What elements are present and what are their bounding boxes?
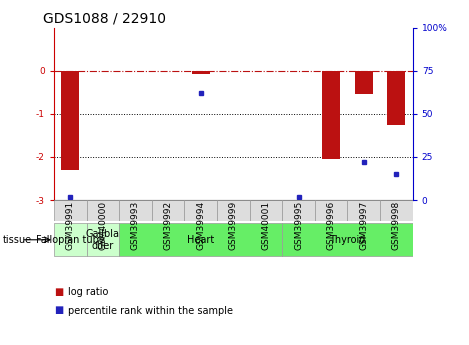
Text: tissue: tissue bbox=[2, 235, 31, 245]
Bar bbox=[348, 200, 380, 221]
Text: GDS1088 / 22910: GDS1088 / 22910 bbox=[43, 11, 166, 25]
Bar bbox=[152, 200, 184, 221]
Bar bbox=[217, 200, 250, 221]
Text: Heart: Heart bbox=[187, 235, 214, 245]
Bar bbox=[322, 71, 340, 159]
Text: Fallopian tube: Fallopian tube bbox=[36, 235, 105, 245]
Bar bbox=[192, 71, 210, 74]
Text: GSM40001: GSM40001 bbox=[261, 201, 271, 250]
Bar bbox=[61, 71, 79, 170]
Bar bbox=[315, 200, 348, 221]
Text: GSM39991: GSM39991 bbox=[66, 201, 75, 250]
Bar bbox=[119, 200, 152, 221]
Text: GSM39992: GSM39992 bbox=[164, 201, 173, 250]
Bar bbox=[54, 223, 87, 256]
Text: GSM39998: GSM39998 bbox=[392, 201, 401, 250]
Bar bbox=[282, 223, 413, 256]
Text: GSM40000: GSM40000 bbox=[98, 201, 107, 250]
Text: Thyroid: Thyroid bbox=[329, 235, 366, 245]
Bar bbox=[54, 200, 87, 221]
Text: log ratio: log ratio bbox=[68, 287, 108, 296]
Text: Gallbla
dder: Gallbla dder bbox=[86, 229, 120, 250]
Text: GSM39994: GSM39994 bbox=[196, 201, 205, 250]
Bar bbox=[87, 200, 119, 221]
Text: GSM39993: GSM39993 bbox=[131, 201, 140, 250]
Text: GSM39995: GSM39995 bbox=[294, 201, 303, 250]
Bar bbox=[87, 223, 119, 256]
Text: GSM39997: GSM39997 bbox=[359, 201, 368, 250]
Text: GSM39996: GSM39996 bbox=[327, 201, 336, 250]
Text: ■: ■ bbox=[54, 306, 63, 315]
Bar bbox=[250, 200, 282, 221]
Text: GSM39999: GSM39999 bbox=[229, 201, 238, 250]
Bar bbox=[380, 200, 413, 221]
Text: percentile rank within the sample: percentile rank within the sample bbox=[68, 306, 233, 315]
Bar bbox=[387, 71, 405, 125]
Bar bbox=[355, 71, 373, 95]
Bar bbox=[119, 223, 282, 256]
Bar bbox=[184, 200, 217, 221]
Bar bbox=[282, 200, 315, 221]
Text: ■: ■ bbox=[54, 287, 63, 296]
